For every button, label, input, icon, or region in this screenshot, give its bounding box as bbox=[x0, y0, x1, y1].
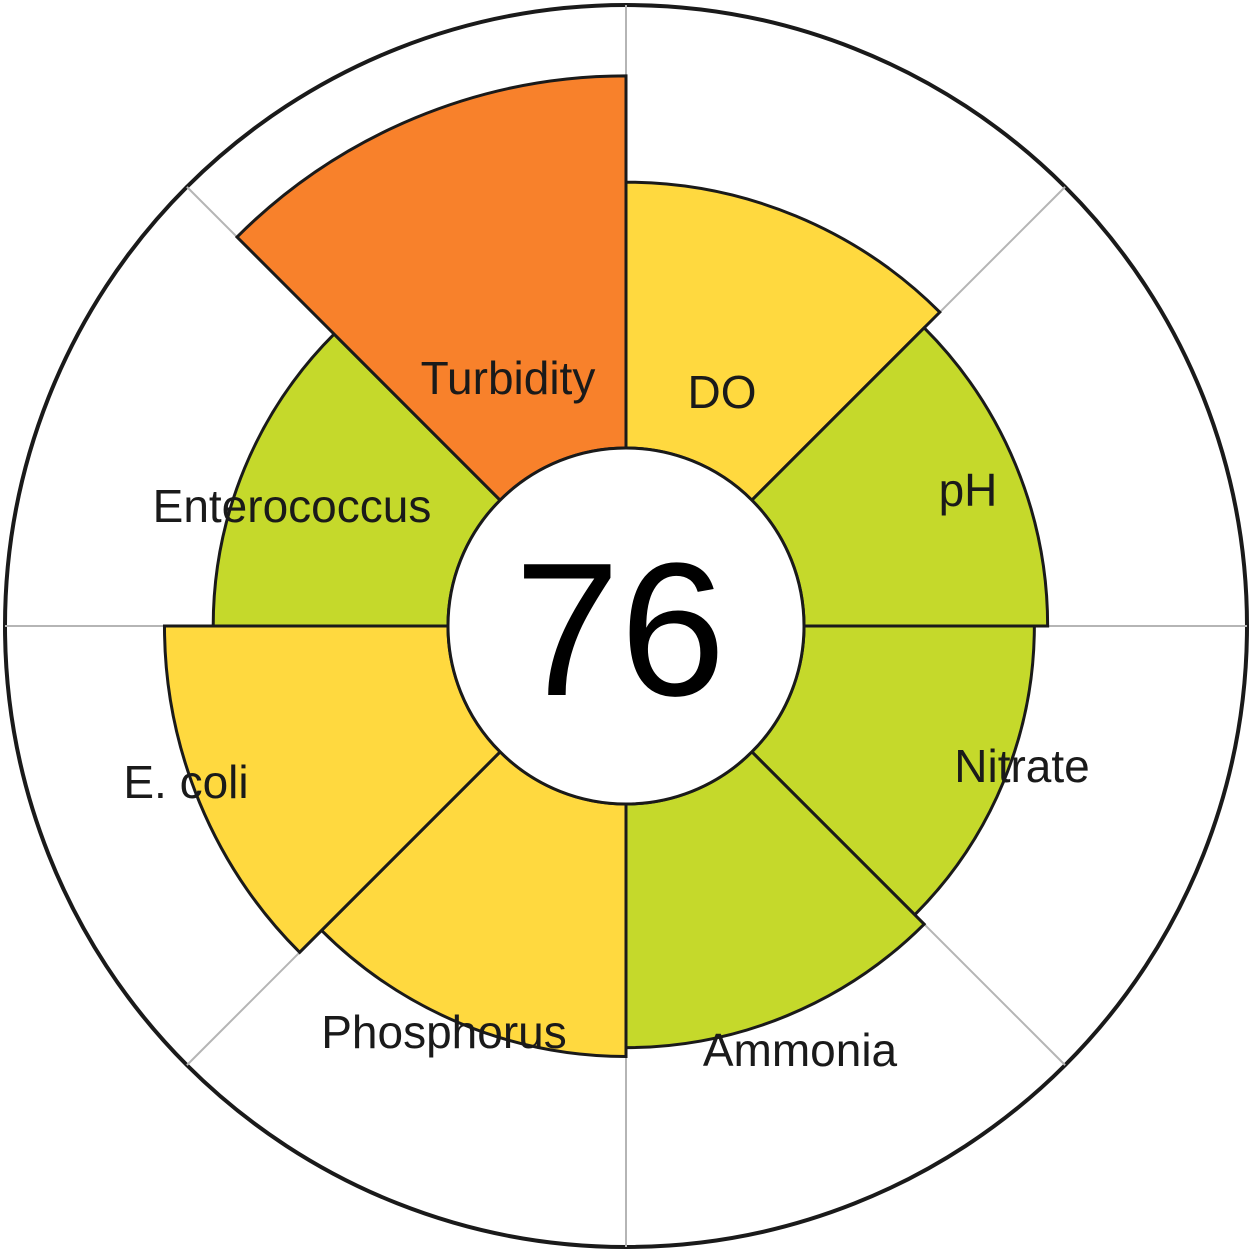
label-ph: pH bbox=[939, 464, 998, 516]
label-e-coli: E. coli bbox=[123, 756, 248, 808]
score-circle bbox=[446, 446, 806, 806]
chart-center: 76 bbox=[446, 446, 806, 806]
label-enterococcus: Enterococcus bbox=[153, 480, 432, 532]
chart-bars bbox=[162, 74, 1050, 1059]
label-turbidity: Turbidity bbox=[421, 352, 596, 404]
label-phosphorus: Phosphorus bbox=[321, 1006, 567, 1058]
label-do: DO bbox=[688, 366, 757, 418]
chart-labels: Turbidity DO pH Nitrate Ammonia Phosphorus E. … bbox=[123, 352, 1089, 1076]
label-nitrate: Nitrate bbox=[954, 740, 1089, 792]
label-ammonia: Ammonia bbox=[703, 1024, 898, 1076]
score-value: 76 bbox=[514, 524, 725, 736]
